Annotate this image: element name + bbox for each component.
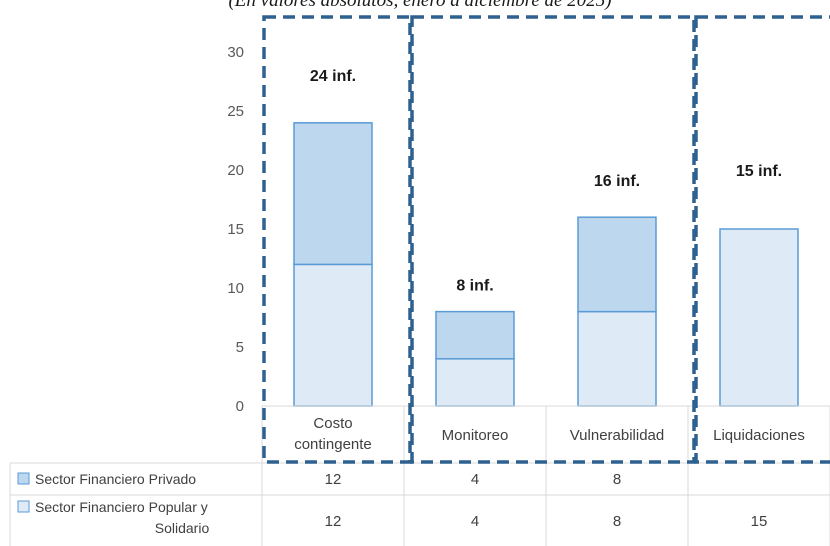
table-cell: 12 bbox=[325, 513, 342, 530]
y-tick-label: 25 bbox=[227, 103, 244, 120]
y-axis: 0 5 10 15 20 25 30 bbox=[227, 44, 244, 415]
total-label: 24 inf. bbox=[310, 68, 356, 85]
table-cell: 15 bbox=[751, 513, 768, 530]
group-box bbox=[262, 15, 412, 464]
legend-label: Sector Financiero Popular y bbox=[35, 499, 208, 515]
table-cell: 8 bbox=[613, 471, 621, 488]
bar-segment bbox=[435, 310, 515, 360]
y-tick-label: 0 bbox=[236, 398, 244, 415]
table-cell: 8 bbox=[613, 513, 621, 530]
bars bbox=[293, 122, 799, 407]
chart-subtitle: (En valores absolutos, enero a diciembre… bbox=[228, 0, 611, 11]
y-tick-label: 15 bbox=[227, 221, 244, 238]
bar-segment bbox=[293, 263, 373, 407]
y-tick-label: 30 bbox=[227, 44, 244, 61]
group-box bbox=[694, 15, 830, 464]
category-label: Costo bbox=[313, 415, 352, 432]
total-labels: 24 inf. 8 inf. 16 inf. 15 inf. bbox=[310, 68, 782, 295]
y-tick-label: 5 bbox=[236, 339, 244, 356]
bar-segment bbox=[435, 358, 515, 407]
group-boxes bbox=[262, 15, 830, 464]
bar-segment bbox=[293, 122, 373, 266]
bar-segment bbox=[577, 216, 657, 313]
data-table: Costo contingente Monitoreo Vulnerabilidad L… bbox=[9, 405, 830, 546]
total-label: 15 inf. bbox=[736, 163, 782, 180]
category-label: Liquidaciones bbox=[713, 427, 805, 444]
category-label: contingente bbox=[294, 436, 372, 453]
y-tick-label: 10 bbox=[227, 280, 244, 297]
group-box bbox=[410, 15, 696, 464]
legend-swatch bbox=[17, 472, 30, 485]
table-cell: 12 bbox=[325, 471, 342, 488]
legend-swatch bbox=[17, 500, 30, 513]
table-cell: 4 bbox=[471, 471, 479, 488]
legend-label: Solidario bbox=[155, 520, 210, 536]
bar-segment bbox=[577, 310, 657, 407]
category-label: Monitoreo bbox=[442, 427, 509, 444]
legend-label: Sector Financiero Privado bbox=[35, 471, 196, 487]
category-label: Vulnerabilidad bbox=[570, 427, 665, 444]
bar-segment bbox=[719, 228, 799, 407]
y-tick-label: 20 bbox=[227, 162, 244, 179]
total-label: 8 inf. bbox=[456, 278, 493, 295]
table-cell: 4 bbox=[471, 513, 479, 530]
total-label: 16 inf. bbox=[594, 173, 640, 190]
